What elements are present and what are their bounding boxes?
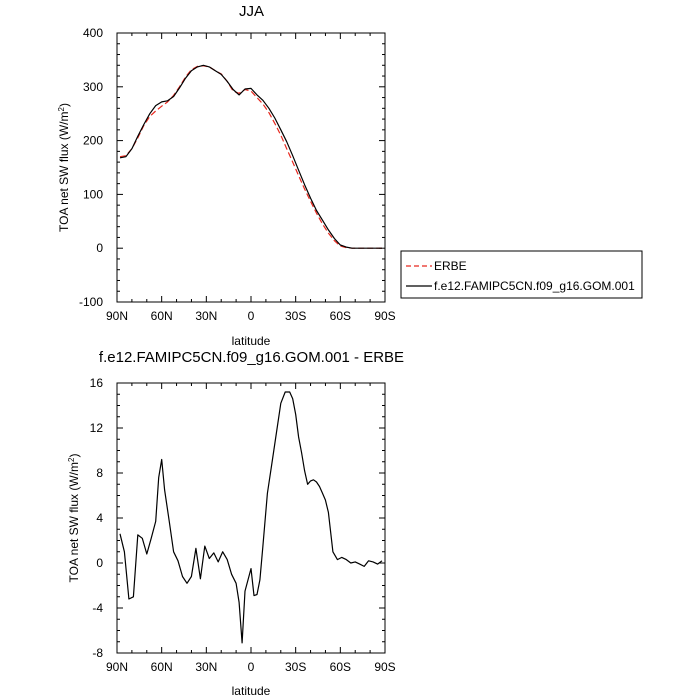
top-panel: JJA 90N 60N 30N 0 30S 60S 90S -100 0 100 200 300 400… [57,3,396,348]
x-tick-label: 0 [248,309,255,323]
bottom-y-axis-label: TOA net SW flux (W/m2) [67,454,82,583]
bottom-chart-title: f.e12.FAMIPC5CN.f09_g16.GOM.001 - ERBE [99,349,404,366]
y-tick-label: -4 [92,601,103,615]
top-y-axis-label: TOA net SW flux (W/m2) [57,103,72,232]
series-line-difference [119,391,383,644]
top-y-axis-label-sup: 2 [57,106,66,111]
legend-label-erbe: ERBE [434,259,467,273]
y-tick-label: 16 [90,376,104,390]
legend-box [400,250,643,299]
bottom-x-axis-label: latitude [232,684,271,698]
series-line-model [119,64,382,249]
y-tick-label: 100 [83,187,103,201]
x-tick-label: 90S [374,309,395,323]
bottom-y-axis-label-close: ) [67,454,81,458]
y-tick-label: 200 [83,134,103,148]
bottom-plot-area: 90N 60N 30N 0 30S 60S 90S -8 -4 0 4 8 12 16 [90,376,396,674]
x-tick-label: 60N [151,660,173,674]
y-tick-label: -100 [79,295,103,309]
y-tick-label: 12 [90,421,104,435]
legend-label-model: f.e12.FAMIPC5CN.f09_g16.GOM.001 [434,279,635,293]
bottom-panel: f.e12.FAMIPC5CN.f09_g16.GOM.001 - ERBE 9… [67,349,405,698]
bottom-plot-frame [116,382,386,654]
x-tick-label: 30S [285,309,306,323]
x-tick-label: 30N [195,660,217,674]
top-chart-title: JJA [239,3,264,20]
x-tick-label: 30N [195,309,217,323]
series-line-erbe [119,65,382,249]
top-plot-frame [116,32,386,303]
top-y-axis-label-main: TOA net SW flux (W/m [57,111,71,231]
x-tick-label: 60N [151,309,173,323]
x-tick-label: 90S [374,660,395,674]
y-tick-label: 8 [96,466,103,480]
bottom-y-axis-label-main: TOA net SW flux (W/m [67,462,81,582]
x-tick-label: 30S [285,660,306,674]
y-tick-label: 300 [83,80,103,94]
legend: ERBE f.e12.FAMIPC5CN.f09_g16.GOM.001 [400,250,643,299]
y-tick-label: 400 [83,26,103,40]
y-tick-label: 0 [96,241,103,255]
top-plot-area: 90N 60N 30N 0 30S 60S 90S -100 0 100 200 300 400 [79,26,396,323]
top-y-axis-label-close: ) [57,103,71,107]
y-tick-label: -8 [92,646,103,660]
x-tick-label: 90N [106,309,128,323]
x-tick-label: 0 [248,660,255,674]
bottom-y-axis-label-sup: 2 [67,457,76,462]
y-tick-label: 0 [96,556,103,570]
x-tick-label: 60S [330,309,351,323]
x-tick-label: 60S [330,660,351,674]
top-x-axis-label: latitude [232,334,271,348]
y-tick-label: 4 [96,511,103,525]
x-tick-label: 90N [106,660,128,674]
